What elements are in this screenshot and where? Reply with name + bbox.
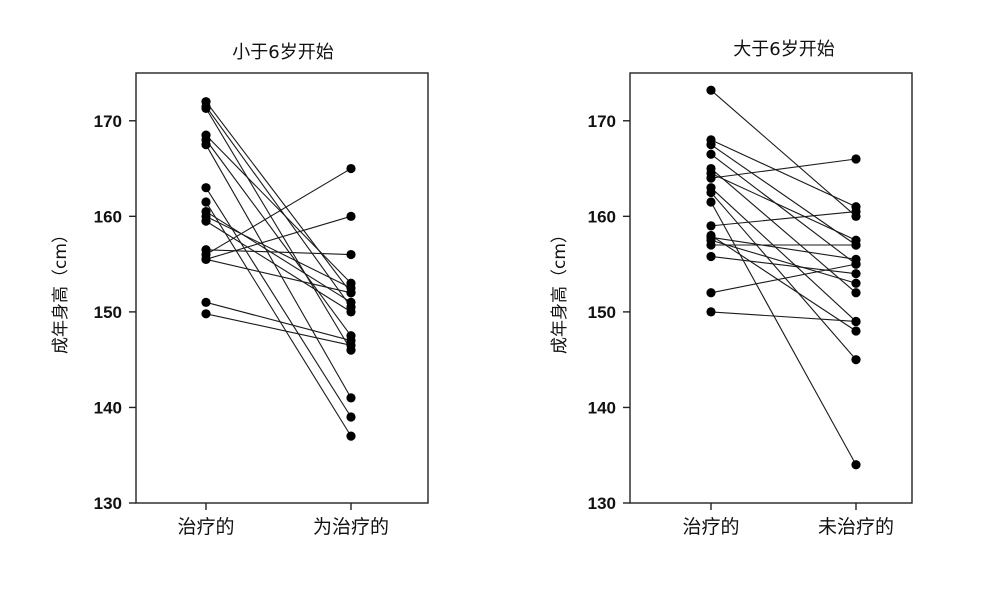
y-tick-label: 170: [94, 112, 122, 131]
y-tick-label: 160: [94, 207, 122, 226]
data-point: [201, 254, 211, 264]
plot-frame: [135, 72, 429, 504]
x-category-label: 未治疗的: [818, 516, 894, 538]
data-point: [201, 103, 211, 113]
y-tick-label: 160: [588, 207, 616, 226]
series-line: [205, 301, 352, 342]
series-line: [710, 236, 857, 260]
y-tick-label: 130: [94, 494, 122, 513]
series-line: [205, 249, 352, 256]
series-line: [205, 211, 352, 303]
series-line: [710, 144, 857, 246]
data-point: [346, 340, 356, 350]
data-point: [706, 85, 716, 95]
series-line: [710, 192, 857, 361]
data-point: [346, 393, 356, 403]
data-point: [851, 316, 861, 327]
series-line: [205, 101, 352, 294]
series-line: [205, 258, 352, 294]
data-point: [706, 197, 716, 207]
series-line: [710, 168, 857, 294]
series-line: [710, 187, 857, 322]
y-tick-label: 130: [588, 494, 616, 513]
series-line: [205, 220, 352, 313]
x-category-label: 治疗的: [177, 516, 234, 538]
data-point: [346, 163, 356, 174]
series-line: [710, 158, 857, 179]
series-line: [205, 187, 352, 418]
chart-title: 大于6岁开始: [733, 39, 834, 60]
series-line: [710, 172, 857, 241]
data-point: [346, 249, 356, 260]
y-tick-label: 150: [588, 303, 616, 322]
series-line: [710, 263, 857, 294]
data-point: [851, 326, 861, 336]
data-point: [851, 460, 861, 470]
series-line: [710, 153, 857, 265]
data-point: [201, 197, 211, 207]
data-point: [201, 216, 211, 226]
data-point: [706, 240, 716, 250]
series-line: [205, 106, 352, 308]
chart-title: 小于6岁开始: [232, 42, 333, 63]
data-point: [851, 278, 861, 288]
data-point: [851, 240, 861, 250]
data-point: [851, 154, 861, 164]
data-point: [851, 206, 861, 217]
series-line: [710, 89, 857, 217]
data-point: [201, 309, 211, 319]
chart-panel-right: 大于6岁开始 成年身高（cm） 130 140 150 160 170 治疗的 未治疗的: [550, 39, 913, 538]
chart-panel-left: 小于6岁开始 成年身高（cm） 130 140 150 160 170 治疗的 为治疗的: [51, 42, 429, 538]
data-point: [346, 297, 356, 307]
data-point: [851, 269, 861, 279]
data-point: [201, 140, 211, 150]
data-point: [346, 288, 356, 298]
series-line: [710, 239, 857, 284]
data-point: [706, 149, 716, 159]
plot-frame: [629, 72, 913, 504]
data-point: [706, 307, 716, 317]
y-tick-label: 140: [588, 398, 616, 417]
data-point: [706, 288, 716, 298]
data-point: [346, 412, 356, 422]
data-point: [706, 221, 716, 231]
data-point: [201, 183, 211, 193]
y-tick-label: 150: [94, 303, 122, 322]
series-line: [205, 108, 352, 351]
series-line: [205, 215, 352, 260]
series-line: [710, 139, 857, 208]
data-point: [706, 187, 716, 198]
data-point: [706, 173, 716, 183]
data-point: [706, 140, 716, 150]
x-category-label: 治疗的: [682, 516, 739, 538]
data-point: [851, 259, 861, 269]
y-axis-label: 成年身高（cm）: [550, 226, 570, 354]
series-line: [205, 144, 352, 399]
y-axis-label: 成年身高（cm）: [51, 226, 71, 354]
data-point: [851, 355, 861, 365]
series-line: [205, 134, 352, 284]
data-point: [706, 251, 716, 262]
series-line: [205, 313, 352, 346]
series-line: [710, 201, 857, 466]
data-point: [346, 307, 356, 317]
data-point: [851, 288, 861, 298]
series-line: [205, 168, 352, 256]
y-tick-label: 140: [94, 398, 122, 417]
series-line: [710, 255, 857, 275]
data-point: [346, 431, 356, 441]
series-line: [205, 201, 352, 437]
series-line: [710, 234, 857, 332]
y-tick-label: 170: [588, 112, 616, 131]
data-point: [201, 297, 211, 307]
series-line: [710, 211, 857, 227]
x-category-label: 为治疗的: [313, 516, 389, 538]
data-point: [346, 211, 356, 221]
series-line: [710, 311, 857, 322]
